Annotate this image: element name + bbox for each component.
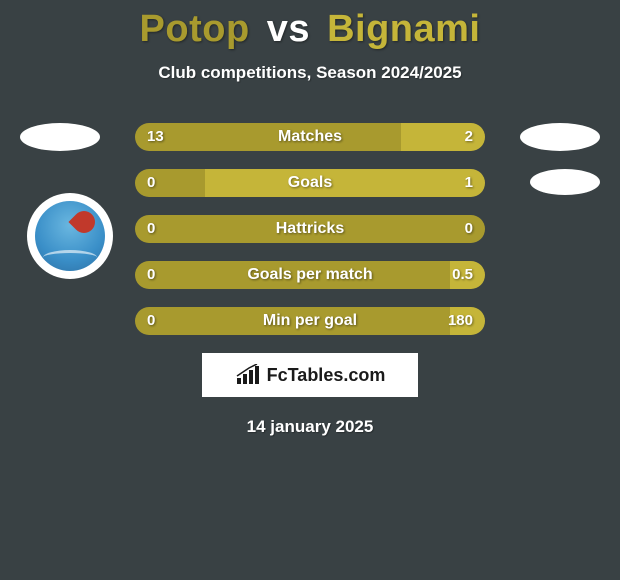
stat-fill-left (135, 169, 205, 197)
stat-value-left: 0 (147, 169, 155, 197)
stat-row: Goals per match00.5 (135, 261, 485, 289)
stat-value-left: 13 (147, 123, 164, 151)
player2-badge-oval (520, 123, 600, 151)
stat-value-right: 180 (448, 307, 473, 335)
stat-value-right: 0 (465, 215, 473, 243)
subtitle: Club competitions, Season 2024/2025 (0, 63, 620, 83)
stat-fill-left (135, 215, 485, 243)
stats-rows: Matches132Goals01Hattricks00Goals per ma… (135, 123, 485, 335)
stat-value-right: 0.5 (452, 261, 473, 289)
club-badge (27, 193, 113, 279)
stat-value-left: 0 (147, 215, 155, 243)
stat-row: Min per goal0180 (135, 307, 485, 335)
brand-text: FcTables.com (267, 365, 386, 386)
stat-row: Matches132 (135, 123, 485, 151)
date-label: 14 january 2025 (0, 417, 620, 437)
stat-fill-left (135, 261, 450, 289)
stat-row: Hattricks00 (135, 215, 485, 243)
stat-value-right: 2 (465, 123, 473, 151)
stat-row: Goals01 (135, 169, 485, 197)
player2-name: Bignami (327, 8, 480, 50)
club-badge-icon (35, 201, 105, 271)
stat-fill-left (135, 123, 401, 151)
brand-chart-icon (235, 364, 261, 386)
player1-name: Potop (140, 8, 250, 50)
stat-value-left: 0 (147, 307, 155, 335)
brand-box: FcTables.com (202, 353, 418, 397)
page-title: Potop vs Bignami (0, 0, 620, 51)
stat-fill-left (135, 307, 450, 335)
stat-fill-right (205, 169, 485, 197)
player2-badge-oval-2 (530, 169, 600, 195)
stat-value-left: 0 (147, 261, 155, 289)
vs-label: vs (267, 8, 310, 50)
player1-badge-oval (20, 123, 100, 151)
stat-value-right: 1 (465, 169, 473, 197)
content: Matches132Goals01Hattricks00Goals per ma… (0, 123, 620, 437)
